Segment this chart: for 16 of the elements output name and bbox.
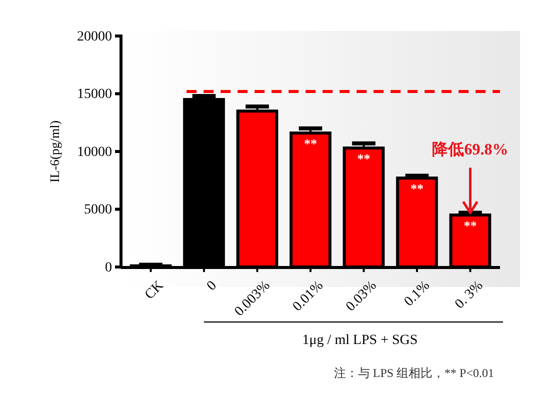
- x-tick-label: 0: [204, 278, 220, 294]
- y-tick-label: 15000: [77, 87, 112, 102]
- annotation: **: [304, 136, 317, 152]
- y-axis-title: IL-6(pg/ml): [47, 120, 62, 183]
- x-tick-label: CK: [142, 278, 167, 303]
- annotation: **: [464, 218, 477, 234]
- annotation: 降低69.8%: [432, 140, 508, 159]
- text: 注：与 LPS 组相比，** P<0.01: [334, 366, 494, 380]
- annotation: **: [357, 151, 370, 166]
- annotation: **: [410, 181, 424, 196]
- y-tick-label: 10000: [77, 144, 112, 160]
- y-tick-label: 5000: [84, 202, 112, 218]
- text: 1μg / ml LPS + SGS: [302, 333, 418, 348]
- y-tick-label: 0: [105, 260, 112, 276]
- y-tick-label: 20000: [77, 29, 112, 44]
- x-tick-label: 0. 3%: [452, 278, 486, 312]
